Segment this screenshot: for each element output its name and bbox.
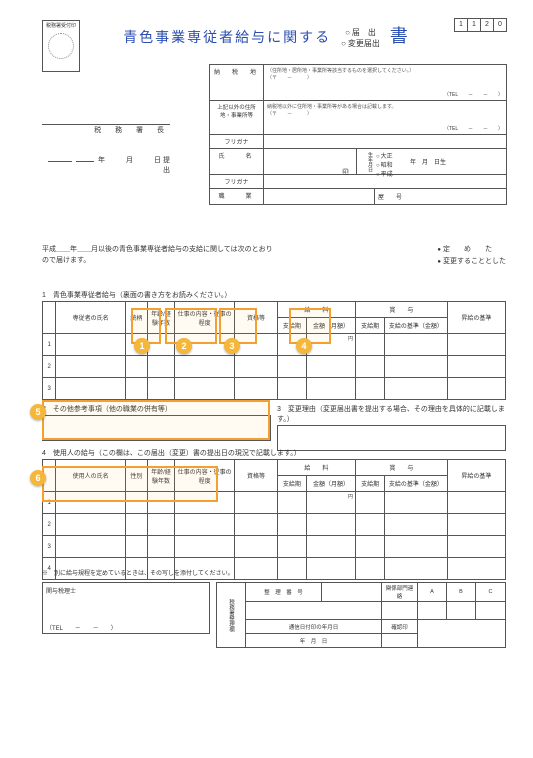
title-option: 変更届出 (341, 38, 380, 49)
table-row[interactable]: 1円 (43, 334, 506, 356)
table-row[interactable]: 1円 (43, 492, 506, 514)
table-row[interactable]: 3 (43, 378, 506, 400)
cell[interactable]: （住所地・居所地・事業所等該当するものを選択してください。） （〒 － ） （T… (264, 65, 507, 101)
taxpayer-info-table: 納 税 地 （住所地・居所地・事業所等該当するものを選択してください。） （〒 … (209, 64, 507, 205)
code-boxes: 1 1 2 0 (455, 18, 507, 32)
bottom-section: 関与税理士 （TEL － － ） 税務署整理欄 整 理 番 号 関係部門連絡 A… (42, 582, 506, 648)
section-1: 1 青色事業専従者給与（裏面の書き方をお読みください。） 専従者の氏名 続柄 年… (42, 286, 506, 400)
declaration-options: 定 め た 変更することとした (437, 244, 506, 267)
cell: 職 業 (210, 189, 264, 205)
declaration-text: 定 め た 変更することとした 平成＿＿年＿＿月以後の青色事業専従者給与の支給に… (42, 244, 506, 267)
stamp-label: 税務署受付印 (46, 23, 76, 29)
tax-accountant-box: 関与税理士 （TEL － － ） (42, 582, 210, 634)
cell: フリガナ (210, 135, 264, 149)
cell: フリガナ (210, 175, 264, 189)
title-main: 青色事業専従者給与に関する (123, 29, 331, 45)
section4-table: 使用人の氏名 性別 年齢/経験年数 仕事の内容・従事の程度 資格等 給 料 賞 … (42, 459, 506, 580)
section1-table: 専従者の氏名 続柄 年齢/経験年数 仕事の内容・従事の程度 資格等 給 料 賞 … (42, 301, 506, 400)
table-row[interactable]: 3 (43, 536, 506, 558)
seal-mark: ㊞ (342, 167, 349, 177)
code-box: 0 (493, 18, 507, 32)
title-option-group: 届 出 変更届出 (341, 27, 380, 49)
tax-office-head: 税 務 署 長 (42, 125, 170, 135)
left-column: 税 務 署 長 年 月 日 提 出 (42, 110, 170, 175)
cell[interactable] (264, 135, 507, 149)
section-title: 3 変更理由（変更届出書を提出する場合、その理由を具体的に記載します。） (277, 404, 506, 424)
section-title: 4 使用人の給与（この欄は、この届出（変更）書の提出日の現況で記載します。） (42, 448, 506, 458)
receipt-stamp-box: 税務署受付印 (42, 20, 80, 72)
title-option: 届 出 (341, 27, 380, 38)
cell[interactable]: 納税地以外に住所地・事業所等がある場合は記載します。 （〒 － ） （TEL －… (264, 101, 507, 135)
code-box: 1 (454, 18, 468, 32)
section2-box[interactable] (42, 415, 271, 441)
table-header: 専従者の氏名 続柄 年齢/経験年数 仕事の内容・従事の程度 資格等 給 料 賞 … (43, 302, 506, 318)
table-row[interactable]: 2 (43, 356, 506, 378)
table-row[interactable]: 2 (43, 514, 506, 536)
cell: 納 税 地 (210, 65, 264, 101)
form-title: 青色事業専従者給与に関する 届 出 変更届出 書 (24, 22, 509, 49)
form-page: 1 1 2 0 税務署受付印 青色事業専従者給与に関する 届 出 変更届出 書 … (0, 0, 533, 758)
table-header: 使用人の氏名 性別 年齢/経験年数 仕事の内容・従事の程度 資格等 給 料 賞 … (43, 460, 506, 476)
section-title: 2 その他参考事項（他の職業の併有等） (42, 404, 271, 414)
title-sho: 書 (390, 26, 410, 46)
section-title: 1 青色事業専従者給与（裏面の書き方をお読みください。） (42, 290, 506, 300)
submit-date: 年 月 日 提 出 (42, 155, 170, 175)
code-box: 1 (467, 18, 481, 32)
footnote: ※ 別に給与規程を定めているときは、その写しを添付してください。 (42, 568, 234, 577)
cell: 氏 名 (210, 149, 264, 175)
cell[interactable]: 屋 号 (264, 189, 507, 205)
tax-office-use-box: 税務署整理欄 整 理 番 号 関係部門連絡 A B C 通信日付印の年月日 確認… (216, 582, 506, 648)
cell[interactable]: 生年月日 大正 昭和 平成 年 月 日生 ㊞ (264, 149, 507, 175)
code-box: 2 (480, 18, 494, 32)
cell: 上記以外の住所地・事業所等 (210, 101, 264, 135)
section-4: 4 使用人の給与（この欄は、この届出（変更）書の提出日の現況で記載します。） 使… (42, 444, 506, 580)
stamp-circle (48, 33, 74, 59)
era-options: 大正 昭和 平成 (376, 151, 393, 178)
